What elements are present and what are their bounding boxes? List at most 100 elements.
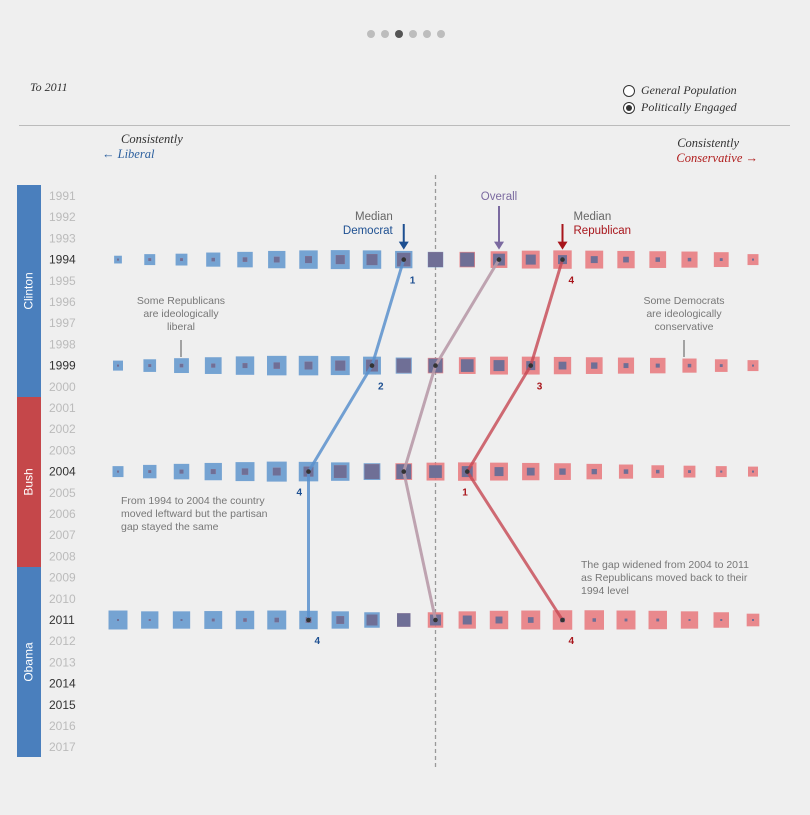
year-label: 1998 [49,337,76,351]
pager-dot[interactable] [423,30,431,38]
overall-arrow-head [494,241,504,250]
overlap-square [242,257,248,262]
overlap-square [591,362,598,369]
median-point [306,469,311,474]
republican-median-number: 4 [569,276,575,287]
year-label: 2002 [49,422,76,436]
distribution-row-1994 [114,250,759,270]
overlap-square [656,469,660,474]
year-label: 2012 [49,634,76,648]
overlap-square [241,468,249,475]
year-label: 2011 [49,613,75,627]
overlap-square [460,252,475,267]
year-label: 2014 [49,677,76,691]
overlap-square [592,618,596,622]
overlap-square [526,467,535,476]
overlap-square [211,363,216,368]
median-point [369,363,375,368]
overlap-square [335,360,346,371]
overlap-square [656,618,660,622]
republican-median-line [465,259,564,621]
overlap-square [687,363,692,368]
overlap-square [428,252,443,268]
year-label: 2015 [49,698,76,712]
year-label: 1997 [49,316,76,330]
median-point [401,257,407,262]
overlap-square [493,360,505,372]
overlap-square [210,469,216,475]
overlap-square [719,364,723,368]
democrat-median-number: 4 [315,636,321,647]
year-label: 1991 [49,189,76,203]
distribution-row-2004 [112,461,758,482]
year-label: 2000 [49,380,76,394]
annotation-gap: The gap widened from 2004 to 2011 [581,559,749,571]
overlap-square [525,254,536,265]
republican-median-label: Median [574,211,612,223]
overlap-square [429,465,442,478]
pager-dot[interactable] [381,30,389,38]
pager-dot[interactable] [409,30,417,38]
overlap-square [211,257,215,262]
democrat-median-number: 2 [378,382,384,393]
pager-dot[interactable] [437,30,445,38]
year-label: 2007 [49,528,76,542]
annotation-leftward: gap stayed the same [121,521,219,533]
overlap-square [719,258,723,262]
overlap-square [117,619,119,621]
median-point [560,257,565,262]
politically-engaged-label: Politically Engaged [641,100,737,114]
overlap-square [148,619,151,621]
period-label: To 2011 [30,80,68,94]
politically-engaged-option[interactable]: Politically Engaged [623,99,737,116]
year-label: 1996 [49,295,76,309]
year-label: 2013 [49,655,76,669]
year-label: 1999 [49,359,76,373]
republican-median-number: 1 [462,488,468,499]
republican-median-number: 4 [569,636,575,647]
year-label: 1995 [49,274,76,288]
overlap-square [558,361,567,370]
annotation-rep-liberal: are ideologically [143,308,219,320]
conservative-end-label: Consistently Conservative → [676,136,758,166]
overlap-square [148,258,152,262]
year-label: 2016 [49,719,76,733]
annotation-rep-liberal: Some Republicans [137,295,225,307]
annotation-rep-liberal: liberal [167,321,195,333]
overlap-square [655,257,660,262]
overlap-square [623,256,629,263]
overlap-square [335,255,345,265]
overlap-square [591,468,597,475]
overlap-square [495,616,503,624]
general-population-option[interactable]: General Population [623,82,737,99]
annotation-leftward: moved leftward but the partisan [121,508,268,520]
annotation-gap: as Republicans moved back to their [581,572,748,584]
pager-dot[interactable] [367,30,375,38]
overlap-square [179,469,184,474]
pager-dot[interactable] [395,30,403,38]
right-arrow-icon: → [745,151,759,165]
annotation-dem-conservative: are ideologically [646,308,722,320]
liberal-consistently: Consistently [121,132,183,146]
overlap-square [148,364,152,368]
republican-median-label: Republican [574,225,632,237]
overlap-square [688,470,691,474]
median-point [401,469,407,474]
median-point [560,617,565,623]
median-point [496,257,502,262]
overlap-square [304,361,313,370]
overlap-square [527,617,534,623]
annotation-leftward: From 1994 to 2004 the country [121,495,265,507]
overlap-square [624,618,628,622]
overlap-square [274,617,279,623]
overlap-square [364,464,380,480]
overlap-square [720,470,723,473]
year-label: 2008 [49,549,76,563]
overlap-square [272,467,281,476]
overlap-square [397,613,411,627]
overall-median-line [402,258,501,621]
liberal-word: Liberal [117,147,155,161]
liberal-end-label: Consistently ← Liberal [102,132,183,162]
population-legend: General Population Politically Engaged [623,82,737,116]
